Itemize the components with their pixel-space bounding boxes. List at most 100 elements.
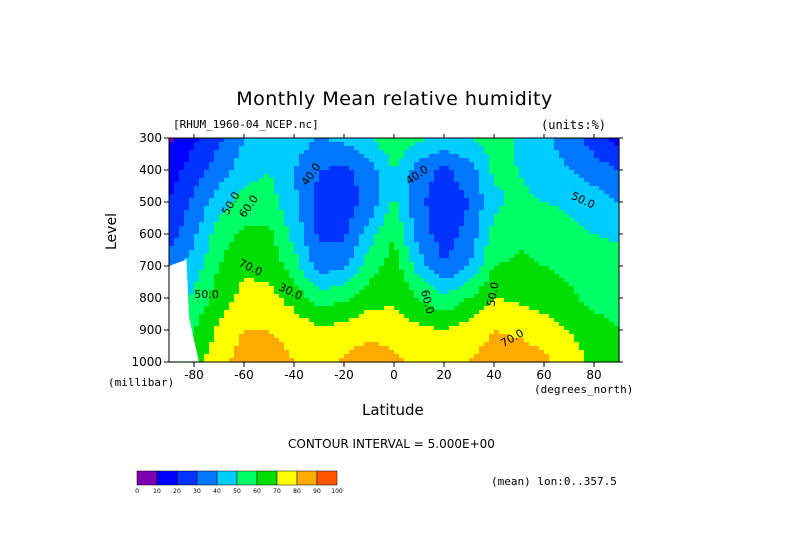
heatmap-cell xyxy=(534,294,540,299)
heatmap-cell xyxy=(584,142,590,147)
heatmap-cell xyxy=(389,318,395,323)
heatmap-cell xyxy=(189,142,195,147)
heatmap-cell xyxy=(199,202,205,207)
heatmap-cell xyxy=(369,290,375,295)
heatmap-cell xyxy=(419,246,425,251)
heatmap-cell xyxy=(314,262,320,267)
heatmap-cell xyxy=(219,334,225,339)
heatmap-cell xyxy=(529,210,535,215)
heatmap-cell xyxy=(299,298,305,303)
heatmap-cell xyxy=(429,174,435,179)
heatmap-cell xyxy=(349,270,355,275)
heatmap-cell xyxy=(274,206,280,211)
heatmap-cell xyxy=(564,262,570,267)
heatmap-cell xyxy=(604,146,610,151)
heatmap-cell xyxy=(254,202,260,207)
heatmap-cell xyxy=(484,282,490,287)
heatmap-cell xyxy=(449,266,455,271)
heatmap-cell xyxy=(259,138,265,143)
heatmap-cell xyxy=(284,294,290,299)
heatmap-cell xyxy=(249,158,255,163)
heatmap-cell xyxy=(424,310,430,315)
heatmap-cell xyxy=(324,322,330,327)
heatmap-cell xyxy=(284,162,290,167)
heatmap-cell xyxy=(259,230,265,235)
heatmap-cell xyxy=(249,146,255,151)
heatmap-cell xyxy=(379,226,385,231)
heatmap-cell xyxy=(564,282,570,287)
heatmap-cell xyxy=(609,190,615,195)
heatmap-cell xyxy=(464,354,470,359)
heatmap-cell xyxy=(219,318,225,323)
heatmap-cell xyxy=(479,234,485,239)
heatmap-cell xyxy=(374,334,380,339)
heatmap-cell xyxy=(504,162,510,167)
heatmap-cell xyxy=(524,326,530,331)
heatmap-cell xyxy=(304,234,310,239)
heatmap-cell xyxy=(324,146,330,151)
heatmap-cell xyxy=(209,230,215,235)
heatmap-cell xyxy=(374,210,380,215)
heatmap-cell xyxy=(309,350,315,355)
heatmap-cell xyxy=(239,314,245,319)
heatmap-cell xyxy=(539,298,545,303)
heatmap-cell xyxy=(289,310,295,315)
heatmap-cell xyxy=(329,186,335,191)
heatmap-cell xyxy=(489,294,495,299)
heatmap-cell xyxy=(459,258,465,263)
heatmap-cell xyxy=(529,282,535,287)
heatmap-cell xyxy=(304,142,310,147)
heatmap-cell xyxy=(439,150,445,155)
heatmap-cell xyxy=(484,346,490,351)
heatmap-cell xyxy=(444,162,450,167)
heatmap-cell xyxy=(204,346,210,351)
heatmap-cell xyxy=(349,162,355,167)
heatmap-cell xyxy=(459,174,465,179)
heatmap-cell xyxy=(579,202,585,207)
heatmap-cell xyxy=(199,270,205,275)
heatmap-cell xyxy=(379,358,385,363)
heatmap-cell xyxy=(319,346,325,351)
heatmap-cell xyxy=(354,218,360,223)
heatmap-cell xyxy=(234,298,240,303)
heatmap-cell xyxy=(229,150,235,155)
heatmap-cell xyxy=(574,330,580,335)
heatmap-cell xyxy=(294,166,300,171)
heatmap-cell xyxy=(324,190,330,195)
heatmap-cell xyxy=(319,290,325,295)
heatmap-cell xyxy=(274,270,280,275)
heatmap-cell xyxy=(359,302,365,307)
heatmap-cell xyxy=(499,150,505,155)
heatmap-cell xyxy=(394,274,400,279)
heatmap-cell xyxy=(244,194,250,199)
heatmap-cell xyxy=(184,202,190,207)
heatmap-cell xyxy=(514,174,520,179)
heatmap-cell xyxy=(244,274,250,279)
heatmap-cell xyxy=(529,326,535,331)
heatmap-cell xyxy=(324,142,330,147)
heatmap-cell xyxy=(529,182,535,187)
heatmap-cell xyxy=(479,194,485,199)
heatmap-cell xyxy=(524,278,530,283)
heatmap-cell xyxy=(604,250,610,255)
heatmap-cell xyxy=(404,226,410,231)
heatmap-cell xyxy=(414,266,420,271)
heatmap-cell xyxy=(219,198,225,203)
heatmap-cell xyxy=(479,354,485,359)
heatmap-cell xyxy=(609,138,615,143)
heatmap-cell xyxy=(359,358,365,363)
heatmap-cell xyxy=(504,322,510,327)
heatmap-cell xyxy=(504,338,510,343)
heatmap-cell xyxy=(219,326,225,331)
heatmap-cell xyxy=(449,194,455,199)
heatmap-cell xyxy=(179,182,185,187)
heatmap-cell xyxy=(614,226,620,231)
heatmap-cell xyxy=(599,146,605,151)
heatmap-cell xyxy=(419,286,425,291)
heatmap-cell xyxy=(304,262,310,267)
heatmap-cell xyxy=(419,178,425,183)
heatmap-cell xyxy=(484,142,490,147)
heatmap-cell xyxy=(349,278,355,283)
heatmap-cell xyxy=(204,230,210,235)
heatmap-cell xyxy=(364,286,370,291)
